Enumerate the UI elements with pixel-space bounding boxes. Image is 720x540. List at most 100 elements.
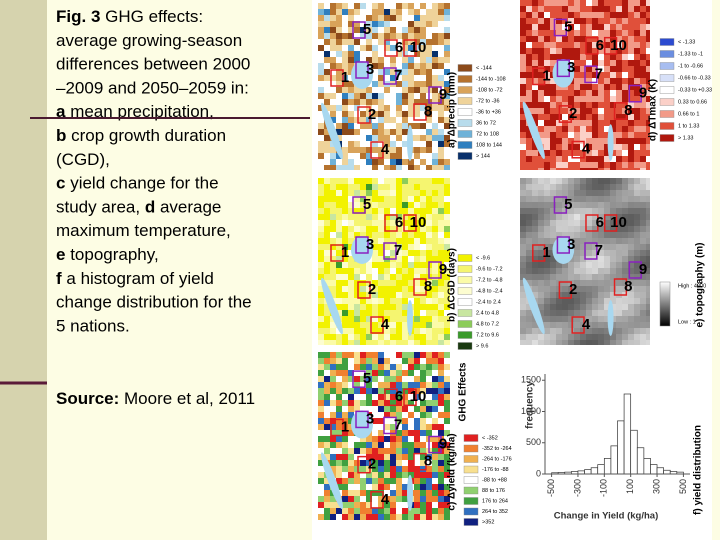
- map-cell: [384, 454, 390, 460]
- map-cell: [444, 141, 450, 147]
- map-cell: [562, 18, 568, 24]
- map-cell: [372, 298, 378, 304]
- map-cell: [568, 96, 574, 102]
- map-cell: [586, 66, 592, 72]
- map-cell: [444, 220, 450, 226]
- map-cell: [640, 150, 646, 156]
- map-cell: [420, 316, 426, 322]
- map-cell: [402, 424, 408, 430]
- map-cell: [384, 340, 390, 345]
- map-cell: [372, 454, 378, 460]
- map-cell: [574, 316, 580, 322]
- map-cell: [550, 238, 556, 244]
- map-cell: [318, 190, 324, 196]
- map-cell: [396, 123, 402, 129]
- map-cell: [586, 322, 592, 328]
- map-cell: [568, 24, 574, 30]
- map-cell: [342, 328, 348, 334]
- map-cell: [598, 162, 604, 168]
- map-cell: [634, 12, 640, 18]
- map-cell: [444, 502, 450, 508]
- map-cell: [520, 90, 526, 96]
- map-cell: [342, 406, 348, 412]
- panel-label: e) topography (m): [695, 243, 706, 328]
- map-cell: [538, 304, 544, 310]
- map-cell: [616, 322, 622, 328]
- map-cell: [360, 262, 366, 268]
- map-cell: [444, 286, 450, 292]
- map-cell: [408, 27, 414, 33]
- map-cell: [330, 244, 336, 250]
- map-cell: [420, 358, 426, 364]
- map-cell: [622, 280, 628, 286]
- map-cell: [544, 132, 550, 138]
- map-cell: [414, 184, 420, 190]
- map-cell: [520, 334, 526, 340]
- map-cell: [438, 63, 444, 69]
- map-cell: [414, 310, 420, 316]
- map-cell: [544, 214, 550, 220]
- map-cell: [420, 364, 426, 370]
- histogram-bar: [617, 420, 625, 475]
- map-cell: [550, 184, 556, 190]
- map-cell: [634, 256, 640, 262]
- region-outline: [584, 242, 598, 260]
- map-cell: [330, 286, 336, 292]
- map-cell: [622, 30, 628, 36]
- map-cell: [438, 214, 444, 220]
- map-cell: [598, 286, 604, 292]
- map-cell: [622, 78, 628, 84]
- map-cell: [646, 286, 650, 292]
- map-cell: [622, 72, 628, 78]
- legend-swatch: [463, 434, 479, 442]
- map-cell: [372, 75, 378, 81]
- map-cell: [342, 244, 348, 250]
- map-cell: [532, 162, 538, 168]
- histogram-bar: [623, 393, 632, 475]
- map-cell: [420, 238, 426, 244]
- map-cell: [396, 238, 402, 244]
- map-cell: [640, 108, 646, 114]
- map-cell: [336, 190, 342, 196]
- legend-label: < -352: [482, 435, 498, 441]
- map-cell: [640, 162, 646, 168]
- map-cell: [634, 114, 640, 120]
- map-cell: [610, 84, 616, 90]
- map-cell: [622, 190, 628, 196]
- map-cell: [342, 105, 348, 111]
- map-cell: [324, 165, 330, 170]
- map-cell: [432, 165, 438, 170]
- map-cell: [592, 214, 598, 220]
- map-cell: [366, 448, 372, 454]
- map-cell: [586, 120, 592, 126]
- map-cell: [592, 114, 598, 120]
- map-cell: [562, 132, 568, 138]
- map-cell: [378, 298, 384, 304]
- map-cell: [574, 304, 580, 310]
- map-cell: [586, 178, 592, 184]
- map-cell: [354, 27, 360, 33]
- region-label: 8: [424, 103, 432, 120]
- map-cell: [324, 388, 330, 394]
- map-cell: [360, 340, 366, 345]
- map-cell: [634, 280, 640, 286]
- map-cell: [318, 322, 324, 328]
- map-cell: [562, 96, 568, 102]
- map-cell: [330, 424, 336, 430]
- map-cell: [580, 78, 586, 84]
- map-cell: [336, 274, 342, 280]
- map-cell: [414, 87, 420, 93]
- map-cell: [640, 328, 646, 334]
- map-cell: [384, 508, 390, 514]
- map-cell: [396, 484, 402, 490]
- map-cell: [330, 214, 336, 220]
- map-cell: [574, 108, 580, 114]
- map-cell: [616, 108, 622, 114]
- map-cell: [396, 364, 402, 370]
- map-cell: [348, 340, 354, 345]
- map-cell: [390, 51, 396, 57]
- map-cell: [640, 268, 646, 274]
- map-cell: [526, 60, 532, 66]
- map-cell: [432, 57, 438, 63]
- map-cell: [628, 214, 634, 220]
